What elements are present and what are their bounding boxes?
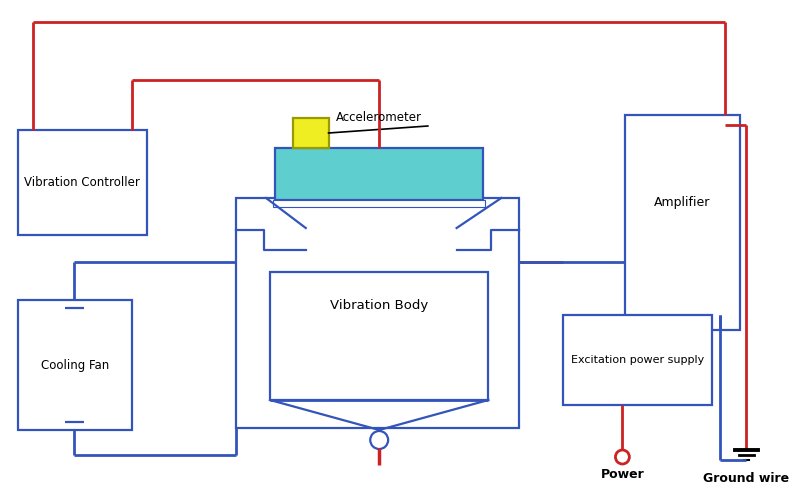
Bar: [270, 272, 488, 400]
Text: Cooling Fan: Cooling Fan: [41, 358, 109, 371]
Bar: [236, 198, 519, 428]
Bar: [18, 300, 132, 430]
Bar: [293, 118, 329, 148]
Bar: [275, 148, 483, 200]
Text: Accelerometer: Accelerometer: [335, 111, 422, 124]
Text: Power: Power: [601, 469, 644, 482]
Bar: [273, 200, 486, 207]
Bar: [18, 130, 147, 235]
Text: Ground wire: Ground wire: [703, 472, 790, 485]
Text: Amplifier: Amplifier: [654, 196, 710, 209]
Bar: [626, 115, 739, 330]
Text: Vibration Body: Vibration Body: [330, 299, 428, 312]
Text: Vibration Controller: Vibration Controller: [25, 176, 140, 189]
Bar: [563, 315, 712, 405]
Text: Excitation power supply: Excitation power supply: [570, 355, 704, 365]
